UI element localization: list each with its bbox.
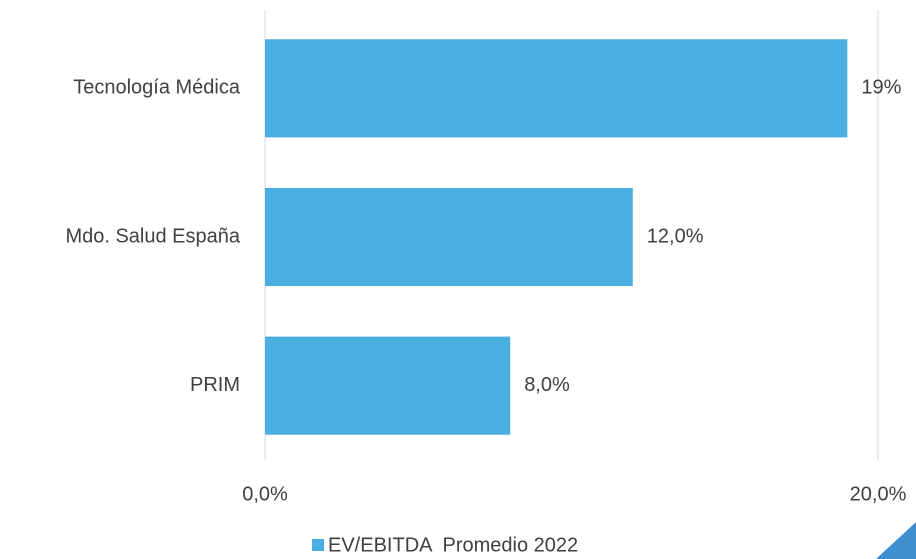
x-tick-label: 20,0% — [850, 483, 907, 505]
data-label: 8,0% — [524, 374, 570, 396]
x-tick-label: 0,0% — [242, 483, 288, 505]
legend-label: EV/EBITDA Promedio 2022 — [328, 534, 578, 556]
legend-swatch — [312, 539, 324, 551]
bar — [265, 187, 633, 287]
data-label: 19% — [861, 77, 901, 99]
y-tick-label: Mdo. Salud España — [65, 225, 240, 247]
bar — [265, 39, 848, 138]
y-tick-label: Tecnología Médica — [73, 77, 241, 99]
y-tick-label: PRIM — [190, 374, 240, 396]
bar — [265, 336, 511, 435]
corner-decoration — [876, 522, 916, 559]
data-label: 12,0% — [647, 225, 704, 247]
